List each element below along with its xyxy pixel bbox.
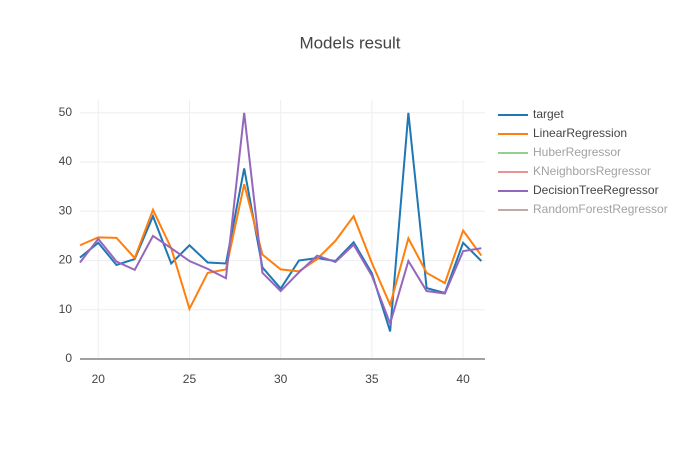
legend-label: DecisionTreeRegressor xyxy=(533,183,659,197)
series-line xyxy=(79,183,483,312)
series-line xyxy=(79,112,482,327)
x-tick-label: 25 xyxy=(183,372,197,386)
y-tick-label: 40 xyxy=(59,154,73,168)
legend-label: HuberRegressor xyxy=(533,145,621,159)
legend-item[interactable]: KNeighborsRegressor xyxy=(498,164,651,178)
x-tick-label: 35 xyxy=(365,372,379,386)
y-tick-label: 20 xyxy=(59,253,73,267)
legend-label: RandomForestRegressor xyxy=(533,202,668,216)
legend-label: target xyxy=(533,107,564,121)
legend-item[interactable]: RandomForestRegressor xyxy=(498,202,668,216)
legend-label: KNeighborsRegressor xyxy=(533,164,651,178)
series-line xyxy=(79,112,483,332)
x-tick-label: 20 xyxy=(92,372,106,386)
y-tick-label: 10 xyxy=(59,302,73,316)
y-tick-label: 0 xyxy=(65,351,72,365)
y-tick-label: 50 xyxy=(59,105,73,119)
x-tick-label: 40 xyxy=(456,372,470,386)
legend-item[interactable]: DecisionTreeRegressor xyxy=(498,183,659,197)
legend-item[interactable]: target xyxy=(498,107,564,121)
legend-label: LinearRegression xyxy=(533,126,627,140)
chart-title: Models result xyxy=(299,33,400,52)
legend-item[interactable]: LinearRegression xyxy=(498,126,627,140)
y-tick-label: 30 xyxy=(59,203,73,217)
x-tick-label: 30 xyxy=(274,372,288,386)
legend-item[interactable]: HuberRegressor xyxy=(498,145,621,159)
